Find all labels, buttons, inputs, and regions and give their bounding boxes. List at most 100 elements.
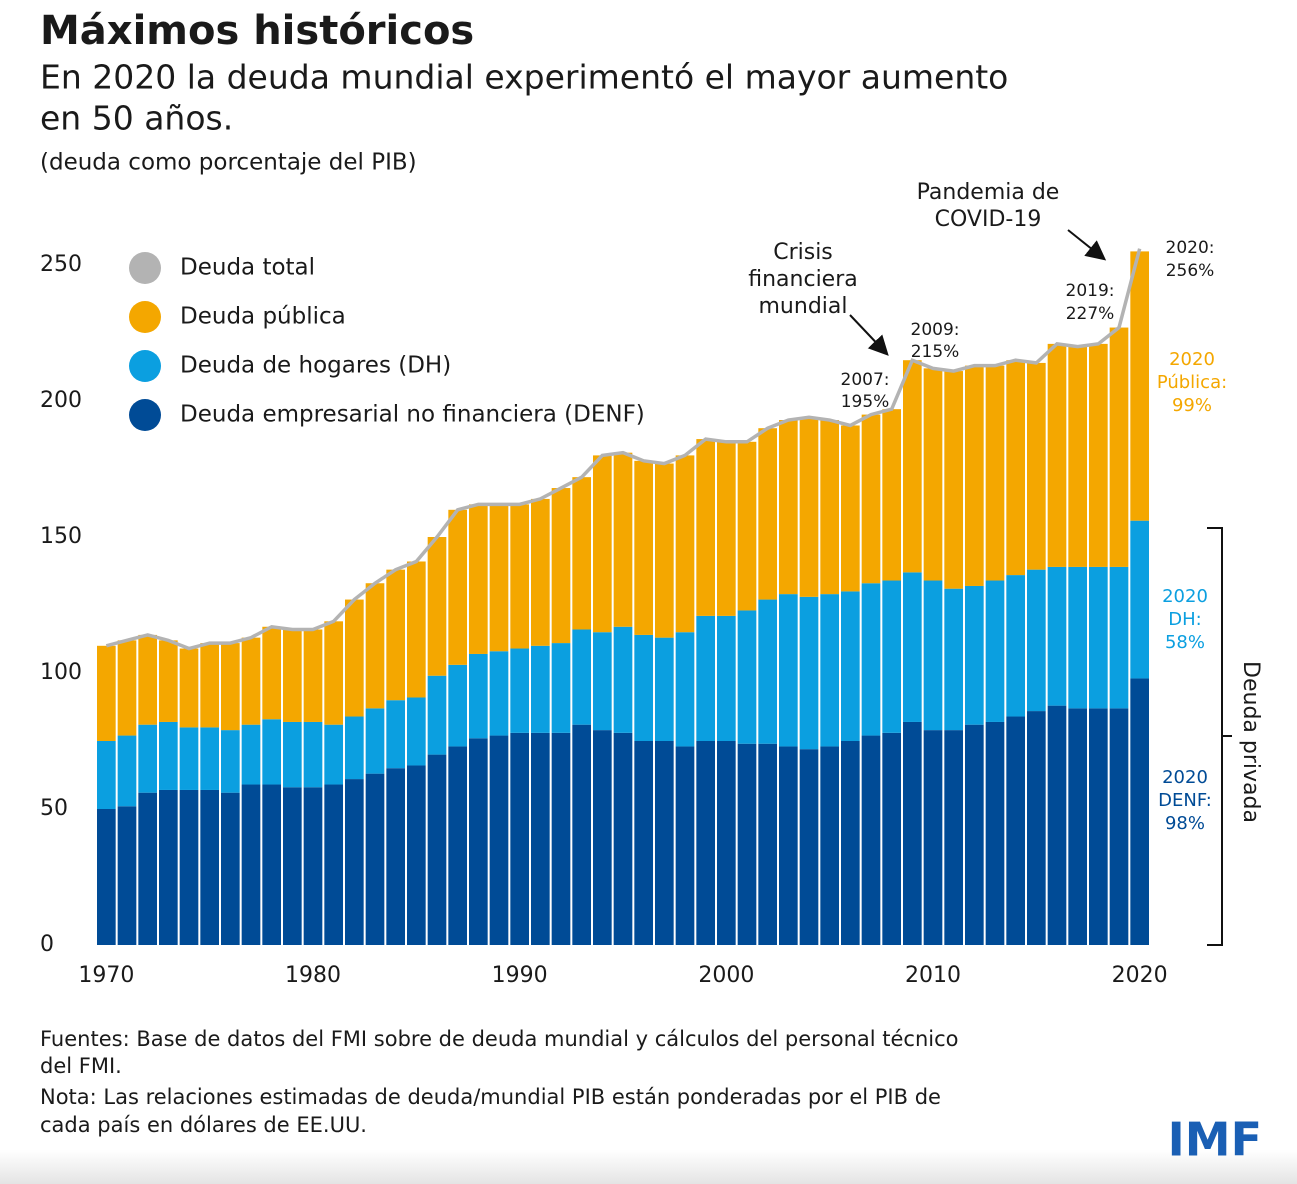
bar — [365, 773, 385, 945]
bar — [138, 634, 157, 725]
bar — [117, 735, 137, 807]
bar — [407, 765, 426, 945]
bar — [510, 504, 529, 649]
x-tick-label: 2010 — [905, 963, 961, 988]
unit-note: (deuda como porcentaje del PIB) — [40, 150, 417, 176]
bar — [903, 572, 922, 722]
bar — [469, 504, 488, 654]
bar — [758, 743, 777, 945]
bar — [1089, 343, 1108, 567]
annotation: 2020: — [1166, 238, 1215, 258]
bar — [923, 730, 943, 945]
bar — [985, 580, 1005, 722]
bar — [386, 569, 405, 701]
bar — [1109, 708, 1129, 945]
bar — [779, 594, 798, 747]
bar — [1130, 251, 1149, 521]
bar — [799, 417, 819, 597]
bar — [655, 637, 674, 741]
annotation: 58% — [1165, 632, 1205, 653]
bar — [531, 732, 550, 945]
bar — [1130, 678, 1149, 945]
x-tick-label: 1990 — [492, 963, 548, 988]
bar — [262, 784, 281, 945]
bar — [882, 580, 901, 733]
bar — [1006, 716, 1025, 945]
bar — [241, 637, 261, 725]
annotation: 2009: — [911, 320, 960, 340]
annotation: 2020 — [1162, 767, 1208, 788]
bar — [221, 730, 240, 793]
bar — [1006, 360, 1025, 576]
bar — [551, 643, 571, 733]
bar — [634, 634, 653, 741]
bar — [159, 789, 178, 945]
bar — [593, 632, 612, 731]
bar — [345, 779, 364, 945]
annotation: Pública: — [1157, 372, 1227, 393]
bar — [737, 441, 757, 611]
annotation: 2020 — [1162, 586, 1208, 607]
bar — [965, 365, 984, 586]
bar — [303, 787, 323, 945]
bar — [551, 732, 571, 945]
annotation: Crisis — [773, 240, 833, 265]
bar — [655, 741, 674, 945]
bar — [841, 741, 860, 945]
annotation: COVID-19 — [935, 207, 1042, 232]
bar — [593, 455, 612, 633]
annotation: 98% — [1165, 813, 1205, 834]
bar — [861, 583, 881, 736]
bar — [1130, 520, 1149, 679]
bar — [427, 754, 447, 945]
bar — [923, 368, 943, 581]
bar — [923, 580, 943, 731]
bar — [634, 460, 653, 635]
legend-marker — [129, 252, 161, 284]
bar — [510, 732, 529, 945]
bar — [97, 741, 116, 809]
bar — [758, 599, 777, 744]
bar — [407, 697, 426, 766]
bar — [448, 509, 467, 665]
bar — [799, 596, 819, 750]
bar — [448, 746, 467, 945]
bar — [799, 749, 819, 945]
annotation: 2007: — [841, 370, 890, 390]
bar — [241, 724, 261, 785]
bar — [593, 730, 612, 945]
bar — [737, 743, 757, 945]
bar — [1068, 346, 1087, 567]
bar — [903, 721, 922, 945]
bar — [1089, 708, 1108, 945]
bar — [696, 615, 715, 741]
bar — [241, 784, 261, 945]
arrow — [849, 314, 889, 356]
bar — [303, 721, 323, 788]
bar — [469, 653, 488, 739]
bar — [221, 792, 240, 945]
bar — [1027, 711, 1046, 945]
bar — [448, 664, 467, 747]
annotation: financiera — [748, 267, 858, 292]
legend-marker — [129, 350, 161, 382]
bar — [572, 629, 591, 725]
bar — [386, 768, 405, 945]
bar — [489, 735, 509, 945]
bar — [179, 727, 199, 790]
bar — [303, 629, 323, 722]
bar — [345, 599, 364, 717]
note: Fuentes: Base de datos del FMI sobre de … — [40, 1027, 959, 1051]
bar — [159, 721, 178, 790]
bar — [386, 700, 405, 769]
bar — [345, 716, 364, 780]
bar — [717, 615, 736, 741]
bar — [200, 789, 219, 945]
bar — [613, 732, 633, 945]
footer-band — [0, 1150, 1297, 1184]
bar — [779, 420, 798, 595]
bar — [882, 732, 901, 945]
note: del FMI. — [40, 1054, 122, 1078]
bar — [613, 626, 633, 733]
legend-label: Deuda total — [180, 255, 315, 281]
